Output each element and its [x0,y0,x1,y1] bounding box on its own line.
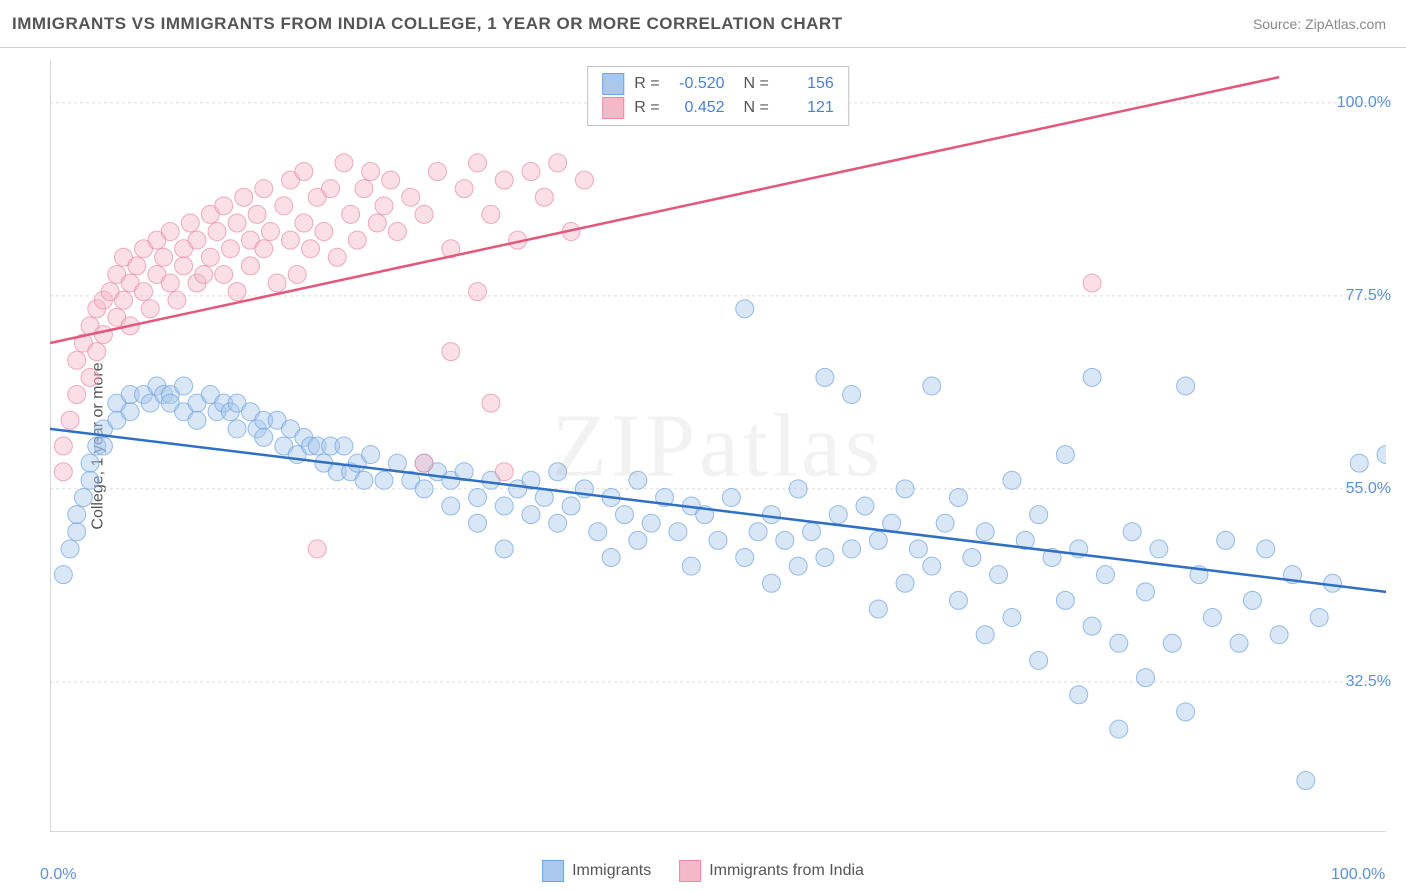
n-value-1: 156 [779,75,834,93]
y-tick-label: 32.5% [1346,673,1391,691]
correlation-legend: R = -0.520 N = 156 R = 0.452 N = 121 [587,66,849,126]
swatch-icon [542,860,564,882]
y-tick-label: 100.0% [1337,94,1391,112]
scatter-plot [50,60,1386,832]
y-tick-label: 55.0% [1346,480,1391,498]
legend-row-2: R = 0.452 N = 121 [602,97,834,119]
swatch-icon [602,73,624,95]
n-value-2: 121 [779,99,834,117]
swatch-icon [602,97,624,119]
x-tick-label: 100.0% [1331,866,1385,884]
chart-title: IMMIGRANTS VS IMMIGRANTS FROM INDIA COLL… [12,14,843,34]
r-value-2: 0.452 [670,99,725,117]
chart-area: ZIPatlas R = -0.520 N = 156 R = 0.452 N … [50,60,1386,832]
legend-item-1: Immigrants [542,860,651,882]
title-bar: IMMIGRANTS VS IMMIGRANTS FROM INDIA COLL… [0,0,1406,48]
r-value-1: -0.520 [670,75,725,93]
swatch-icon [679,860,701,882]
series-legend: Immigrants Immigrants from India [542,860,864,882]
y-tick-label: 77.5% [1346,287,1391,305]
legend-label-2: Immigrants from India [709,862,864,880]
legend-label-1: Immigrants [572,862,651,880]
legend-row-1: R = -0.520 N = 156 [602,73,834,95]
source-label: Source: ZipAtlas.com [1253,16,1386,32]
x-tick-label: 0.0% [40,866,76,884]
legend-item-2: Immigrants from India [679,860,864,882]
